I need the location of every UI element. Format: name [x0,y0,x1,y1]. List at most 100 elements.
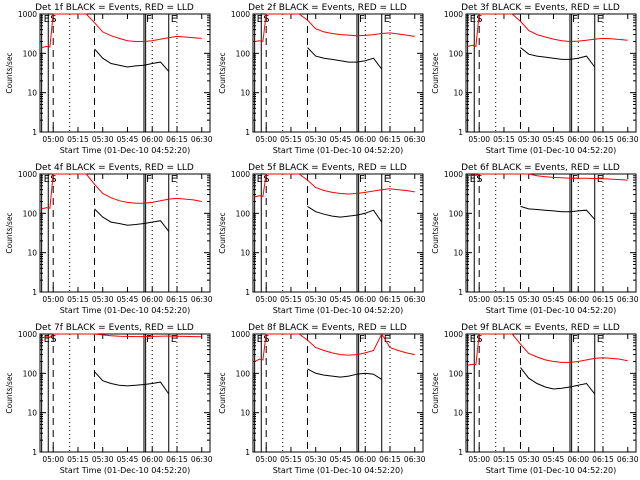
x-axis-label: Start Time (01-Dec-10 04:52:20) [273,466,404,475]
x-tick-label: 06:00 [354,455,376,464]
x-tick-label: 05:00 [255,135,277,144]
series-lld-line [41,173,202,210]
x-tick-label: 05:15 [67,455,89,464]
x-tick-label: 06:15 [592,135,614,144]
flag-label: E [171,174,177,185]
x-tick-label: 06:15 [379,135,401,144]
y-tick-label: 1 [458,448,463,457]
x-tick-label: 06:30 [617,135,639,144]
chart-title: Det 5f BLACK = Events, RED = LLD [248,163,407,173]
plot-frame [39,333,211,453]
y-tick-label: 10 [240,89,250,98]
chart-title: Det 6f BLACK = Events, RED = LLD [461,163,620,173]
flag-label: S [50,14,56,25]
chart-title: Det 3f BLACK = Events, RED = LLD [461,3,620,13]
x-tick-label: 05:30 [518,295,540,304]
y-tick-label: 1000 [231,330,250,339]
x-tick-label: 05:30 [518,135,540,144]
x-tick-label: 05:00 [468,455,490,464]
y-tick-label: 10 [453,89,463,98]
chart-title: Det 2f BLACK = Events, RED = LLD [248,3,407,13]
chart-title: Det 9f BLACK = Events, RED = LLD [461,323,620,333]
x-tick-label: 06:00 [141,455,163,464]
series-lld-line [467,333,628,366]
plot-frame [252,173,424,293]
x-tick-label: 06:30 [617,455,639,464]
y-axis-label: Counts/sec [218,52,227,93]
y-tick-label: 1000 [444,170,463,179]
x-tick-label: 05:30 [518,455,540,464]
y-tick-label: 1 [458,128,463,137]
x-tick-label: 05:15 [67,135,89,144]
chart-title: Det 8f BLACK = Events, RED = LLD [248,323,407,333]
series-events-line [94,208,170,232]
flag-label: S [50,174,56,185]
x-tick-label: 05:15 [280,295,302,304]
x-tick-label: 05:15 [493,135,515,144]
y-axis-label: Counts/sec [5,372,14,413]
flag-label: F [572,334,578,345]
flag-label: E [384,14,390,25]
flag-label: E [44,174,50,185]
x-tick-label: 06:00 [567,455,589,464]
flag-label: E [384,174,390,185]
x-axis-label: Start Time (01-Dec-10 04:52:20) [60,146,191,155]
chart-title: Det 4f BLACK = Events, RED = LLD [35,163,194,173]
x-tick-label: 05:00 [42,295,64,304]
flag-label: E [257,174,263,185]
series-lld-line [41,333,202,339]
x-tick-label: 06:00 [567,295,589,304]
x-tick-label: 05:30 [92,135,114,144]
flag-label: S [476,14,482,25]
series-lld-line [467,173,628,181]
plot-frame [465,13,637,133]
y-tick-label: 10 [27,409,37,418]
x-tick-label: 06:15 [166,455,188,464]
y-axis-label: Counts/sec [218,372,227,413]
y-tick-label: 10 [453,249,463,258]
x-tick-label: 06:15 [592,295,614,304]
x-tick-label: 05:45 [330,135,352,144]
series-events-line [307,205,383,223]
series-events-line [307,47,383,70]
y-tick-label: 1 [32,448,37,457]
flag-label: F [359,174,365,185]
series-lld-line [254,13,415,43]
x-axis-label: Start Time (01-Dec-10 04:52:20) [60,466,191,475]
flag-label: E [597,174,603,185]
x-tick-label: 05:45 [543,135,565,144]
y-tick-label: 100 [23,49,38,58]
y-tick-label: 1 [245,288,250,297]
x-tick-label: 06:30 [191,455,213,464]
x-axis-label: Start Time (01-Dec-10 04:52:20) [60,306,191,315]
series-events-line [307,368,382,380]
x-tick-label: 05:15 [493,295,515,304]
y-tick-label: 100 [449,369,464,378]
flag-label: F [572,174,578,185]
y-tick-label: 10 [27,249,37,258]
x-tick-label: 05:45 [330,295,352,304]
x-tick-label: 06:30 [404,295,426,304]
y-tick-label: 1000 [231,10,250,19]
x-tick-label: 05:45 [543,295,565,304]
y-tick-label: 1 [32,128,37,137]
series-events-line [94,371,170,395]
y-axis-label: Counts/sec [431,372,440,413]
y-tick-label: 100 [449,209,464,218]
x-tick-label: 06:00 [141,135,163,144]
flag-label: E [597,14,603,25]
x-tick-label: 05:00 [42,455,64,464]
y-tick-label: 1000 [444,330,463,339]
y-tick-label: 100 [236,209,251,218]
flag-label: E [44,334,50,345]
flag-label: F [572,14,578,25]
x-tick-label: 05:45 [117,295,139,304]
flag-label: E [384,334,390,345]
flag-label: E [470,14,476,25]
x-tick-label: 06:30 [404,455,426,464]
y-tick-label: 100 [236,369,251,378]
